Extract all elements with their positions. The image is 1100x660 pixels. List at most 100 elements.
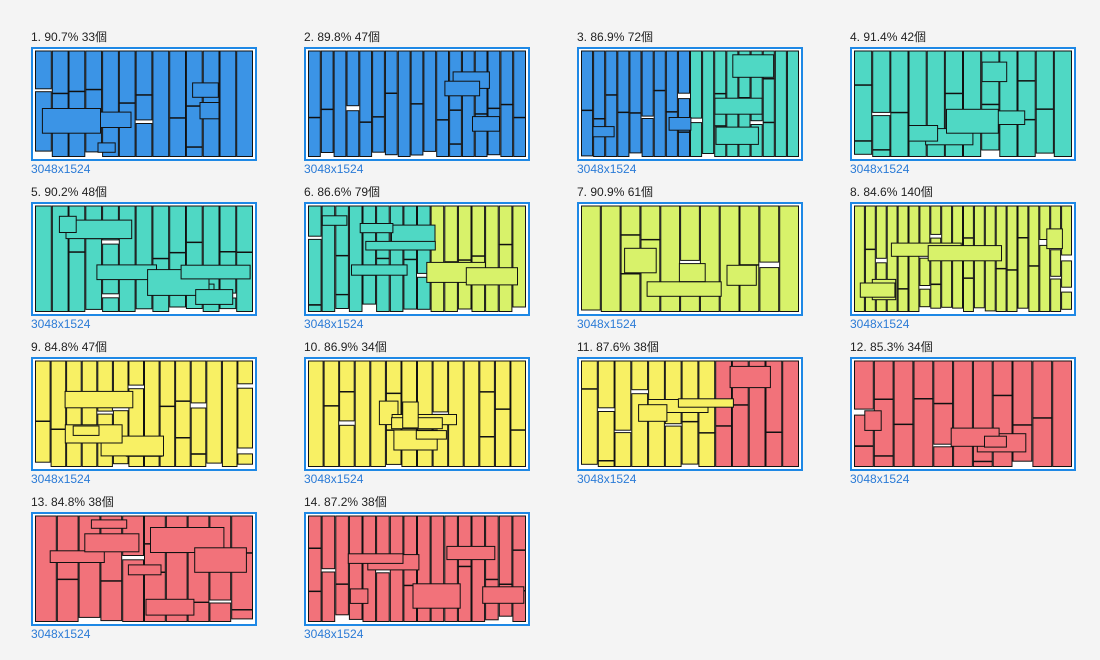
cut-part xyxy=(339,360,355,392)
cut-part xyxy=(348,205,363,312)
cut-part xyxy=(933,446,954,468)
layout-sheet-thumbnail[interactable] xyxy=(304,47,530,161)
layout-sheet-thumbnail[interactable] xyxy=(850,202,1076,316)
cut-part xyxy=(919,288,931,308)
cut-part xyxy=(159,360,176,407)
sheet-size-link[interactable]: 3048x1524 xyxy=(577,162,637,176)
cut-part xyxy=(617,50,630,113)
layout-card[interactable]: 12. 85.3% 34個 3048x1524 xyxy=(850,340,1076,490)
layout-card[interactable]: 2. 89.8% 47個 3048x1524 xyxy=(304,30,530,180)
cut-part xyxy=(729,365,771,389)
sheet-drawing xyxy=(308,50,526,158)
cut-part xyxy=(321,215,348,226)
layout-sheet-thumbnail[interactable] xyxy=(577,357,803,471)
cut-part xyxy=(346,50,360,107)
layout-card[interactable]: 1. 90.7% 33個 3048x1524 xyxy=(31,30,257,180)
layout-card[interactable]: 11. 87.6% 38個 3048x1524 xyxy=(577,340,803,490)
cut-part xyxy=(581,388,598,465)
layout-card[interactable]: 4. 91.4% 42個 3048x1524 xyxy=(850,30,1076,180)
cut-part xyxy=(581,50,594,111)
cut-part xyxy=(872,149,891,157)
layout-card[interactable]: 7. 90.9% 61個 3048x1524 xyxy=(577,185,803,335)
cut-part xyxy=(308,117,321,158)
sheet-size-link[interactable]: 3048x1524 xyxy=(304,317,364,331)
cut-part xyxy=(953,360,973,467)
cut-part xyxy=(384,50,398,94)
layout-sheet-thumbnail[interactable] xyxy=(31,512,257,626)
cut-part xyxy=(423,50,437,152)
cut-part xyxy=(321,571,336,622)
cut-part xyxy=(432,360,449,413)
cut-part xyxy=(592,126,615,138)
cut-part xyxy=(1017,80,1036,120)
sheet-size-link[interactable]: 3048x1524 xyxy=(304,627,364,641)
layout-sheet-thumbnail[interactable] xyxy=(31,357,257,471)
sheet-size-link[interactable]: 3048x1524 xyxy=(850,317,910,331)
layout-card[interactable]: 9. 84.8% 47個 3048x1524 xyxy=(31,340,257,490)
cut-part xyxy=(237,360,253,385)
layout-sheet-thumbnail[interactable] xyxy=(304,512,530,626)
cut-part xyxy=(872,115,891,151)
sheet-drawing xyxy=(581,360,799,468)
cut-part xyxy=(854,445,874,468)
layout-card[interactable]: 5. 90.2% 48個 3048x1524 xyxy=(31,185,257,335)
layout-sheet-thumbnail[interactable] xyxy=(304,357,530,471)
cut-part xyxy=(759,205,780,263)
cut-part xyxy=(135,94,153,121)
layout-card[interactable]: 8. 84.6% 140個 3048x1524 xyxy=(850,185,1076,335)
cut-part xyxy=(362,274,377,305)
cut-part xyxy=(933,403,954,445)
layout-card[interactable]: 3. 86.9% 72個 3048x1524 xyxy=(577,30,803,180)
cut-part xyxy=(347,553,404,564)
layout-sheet-thumbnail[interactable] xyxy=(304,202,530,316)
cut-part xyxy=(641,118,654,157)
cut-part xyxy=(320,50,334,110)
cut-part xyxy=(1006,205,1018,271)
cut-part xyxy=(1006,269,1018,312)
sheet-drawing xyxy=(35,205,253,313)
layout-sheet-thumbnail[interactable] xyxy=(577,47,803,161)
cut-part xyxy=(995,268,1007,312)
layout-sheet-thumbnail[interactable] xyxy=(850,357,1076,471)
sheet-size-link[interactable]: 3048x1524 xyxy=(31,162,91,176)
cut-part xyxy=(346,110,360,157)
cut-part xyxy=(403,515,418,586)
layout-card[interactable]: 13. 84.8% 38個 3048x1524 xyxy=(31,495,257,645)
sheet-size-link[interactable]: 3048x1524 xyxy=(31,317,91,331)
layout-sheet-thumbnail[interactable] xyxy=(31,202,257,316)
cut-part xyxy=(231,609,253,620)
cut-part xyxy=(308,50,321,118)
cut-part xyxy=(919,257,931,286)
layout-card[interactable]: 6. 86.6% 79個 3048x1524 xyxy=(304,185,530,335)
sheet-size-link[interactable]: 3048x1524 xyxy=(850,472,910,486)
cut-part xyxy=(372,50,385,118)
layout-sheet-thumbnail[interactable] xyxy=(850,47,1076,161)
cut-part xyxy=(359,50,373,123)
cut-part xyxy=(68,50,86,92)
cut-part xyxy=(449,143,462,158)
sheet-size-link[interactable]: 3048x1524 xyxy=(577,317,637,331)
cut-part xyxy=(118,50,136,104)
cut-part xyxy=(84,533,140,553)
cut-part xyxy=(886,205,898,312)
sheet-size-link[interactable]: 3048x1524 xyxy=(31,472,91,486)
layout-sheet-thumbnail[interactable] xyxy=(577,202,803,316)
cut-part xyxy=(873,455,894,467)
sheet-size-link[interactable]: 3048x1524 xyxy=(304,162,364,176)
cut-part xyxy=(308,548,322,592)
cut-part xyxy=(236,252,253,312)
sheet-size-link[interactable]: 3048x1524 xyxy=(31,627,91,641)
layout-card[interactable]: 14. 87.2% 38個 3048x1524 xyxy=(304,495,530,645)
cut-part xyxy=(97,142,116,153)
layout-title: 12. 85.3% 34個 xyxy=(850,340,933,354)
sheet-size-link[interactable]: 3048x1524 xyxy=(850,162,910,176)
layout-sheet-thumbnail[interactable] xyxy=(31,47,257,161)
cut-part xyxy=(875,205,887,259)
layout-card[interactable]: 10. 86.9% 34個 3048x1524 xyxy=(304,340,530,490)
cut-part xyxy=(448,360,464,467)
layout-title: 9. 84.8% 47個 xyxy=(31,340,108,354)
cut-part xyxy=(354,360,371,467)
sheet-size-link[interactable]: 3048x1524 xyxy=(577,472,637,486)
sheet-size-link[interactable]: 3048x1524 xyxy=(304,472,364,486)
layout-title: 7. 90.9% 61個 xyxy=(577,185,654,199)
